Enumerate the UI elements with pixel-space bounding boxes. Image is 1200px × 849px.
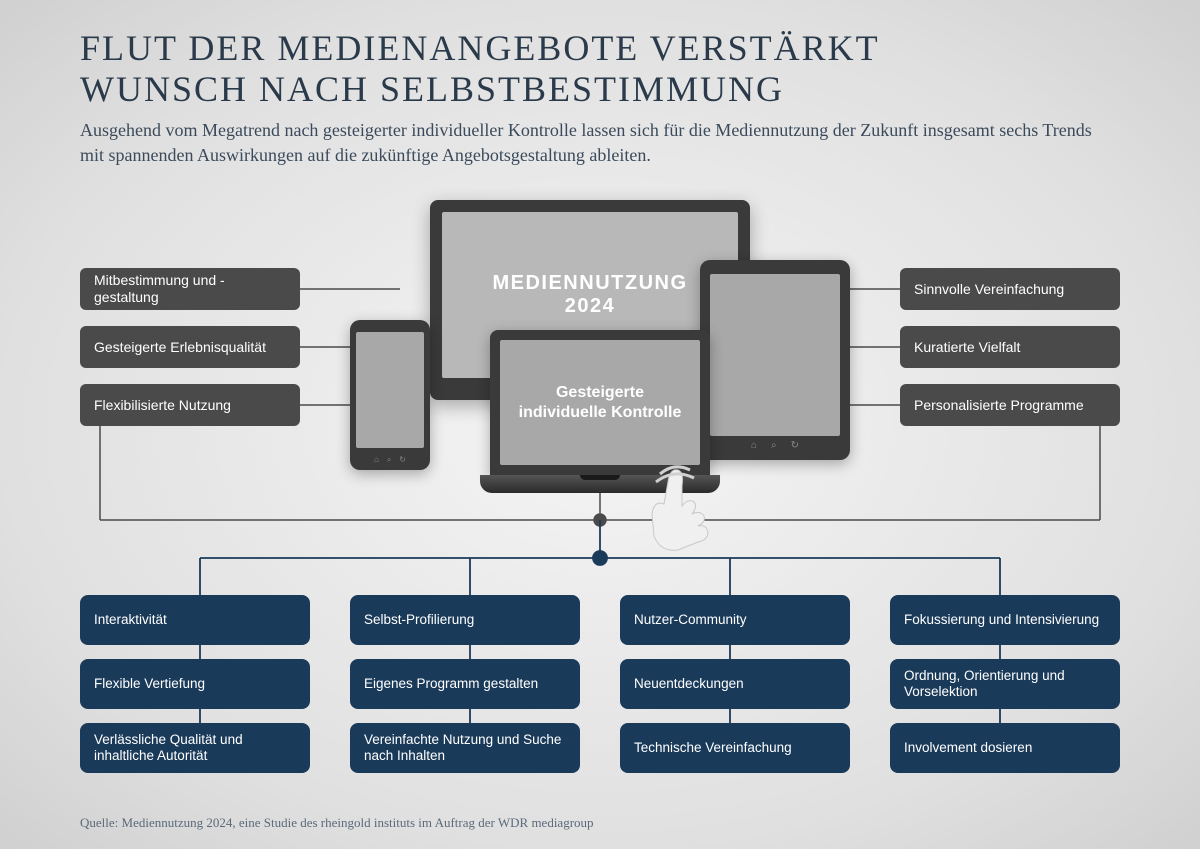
home-icon: ⌂ <box>751 440 757 454</box>
pill-label: Gesteigerte Erlebnisqualität <box>94 339 266 356</box>
pill-label: Involvement dosieren <box>904 740 1032 756</box>
pill-label: Flexible Vertiefung <box>94 676 205 692</box>
monitor-text-line-1: MEDIENNUTZUNG <box>492 272 687 295</box>
subtopic-pill: Selbst-Profilierung <box>350 595 580 645</box>
search-icon: ⌕ <box>771 440 777 454</box>
subtopic-pill: Technische Vereinfachung <box>620 723 850 773</box>
home-icon: ⌂ <box>374 455 379 465</box>
subtopic-pill: Neuentdeckungen <box>620 659 850 709</box>
page-title: FLUT DER MEDIENANGEBOTE VERSTÄRKT WUNSCH… <box>80 28 880 111</box>
pill-label: Flexibilisierte Nutzung <box>94 397 231 414</box>
subtopic-pill: Fokussierung und Intensivierung <box>890 595 1120 645</box>
pill-label: Technische Vereinfachung <box>634 740 792 756</box>
pill-label: Eigenes Programm gestalten <box>364 676 538 692</box>
subtopics-grid: Interaktivität Selbst-Profilierung Nutze… <box>80 595 1120 773</box>
trend-pill-right-2: Kuratierte Vielfalt <box>900 326 1120 368</box>
subtopic-pill: Involvement dosieren <box>890 723 1120 773</box>
subtopic-pill: Verlässliche Qualität und inhaltliche Au… <box>80 723 310 773</box>
pill-label: Personalisierte Programme <box>914 397 1084 414</box>
pill-label: Selbst-Profilierung <box>364 612 474 628</box>
pill-label: Fokussierung und Intensivierung <box>904 612 1099 628</box>
devices-cluster: MEDIENNUTZUNG 2024 ⌂ ⌕ ↻ ⌂ ⌕ ↻ Gesteiger… <box>400 200 800 510</box>
page-subtitle: Ausgehend vom Megatrend nach gesteigerte… <box>80 118 1120 168</box>
subtopic-pill: Eigenes Programm gestalten <box>350 659 580 709</box>
trend-pill-left-2: Gesteigerte Erlebnisqualität <box>80 326 300 368</box>
pill-label: Verlässliche Qualität und inhaltliche Au… <box>94 732 296 764</box>
subtopic-pill: Vereinfachte Nutzung und Suche nach Inha… <box>350 723 580 773</box>
trend-pill-right-3: Personalisierte Programme <box>900 384 1120 426</box>
laptop-text-line-2: individuelle Kontrolle <box>519 403 682 423</box>
laptop-text-line-1: Gesteigerte <box>556 383 644 403</box>
pill-label: Ordnung, Orientierung und Vorselektion <box>904 668 1106 700</box>
pill-label: Vereinfachte Nutzung und Suche nach Inha… <box>364 732 566 764</box>
subtopic-pill: Flexible Vertiefung <box>80 659 310 709</box>
source-citation: Quelle: Mediennutzung 2024, eine Studie … <box>80 815 594 831</box>
title-line-1: FLUT DER MEDIENANGEBOTE VERSTÄRKT <box>80 28 880 68</box>
phone-nav-icons: ⌂ ⌕ ↻ <box>350 455 430 465</box>
pill-label: Nutzer-Community <box>634 612 747 628</box>
trend-pill-right-1: Sinnvolle Vereinfachung <box>900 268 1120 310</box>
pill-label: Kuratierte Vielfalt <box>914 339 1020 356</box>
subtopic-pill: Ordnung, Orientierung und Vorselektion <box>890 659 1120 709</box>
subtopic-pill: Nutzer-Community <box>620 595 850 645</box>
refresh-icon: ↻ <box>399 455 406 465</box>
laptop-icon: Gesteigerte individuelle Kontrolle <box>480 330 720 490</box>
smartphone-icon: ⌂ ⌕ ↻ <box>350 320 430 470</box>
search-icon: ⌕ <box>387 455 391 465</box>
monitor-text-line-2: 2024 <box>565 295 616 318</box>
pill-label: Neuentdeckungen <box>634 676 744 692</box>
trend-pill-left-3: Flexibilisierte Nutzung <box>80 384 300 426</box>
tablet-nav-icons: ⌂ ⌕ ↻ <box>700 440 850 454</box>
title-line-2: WUNSCH NACH SELBSTBESTIMMUNG <box>80 69 784 109</box>
pill-label: Interaktivität <box>94 612 167 628</box>
pill-label: Sinnvolle Vereinfachung <box>914 281 1064 298</box>
subtopic-pill: Interaktivität <box>80 595 310 645</box>
refresh-icon: ↻ <box>791 440 799 454</box>
tablet-icon: ⌂ ⌕ ↻ <box>700 260 850 460</box>
pill-label: Mitbestimmung und -gestaltung <box>94 272 286 306</box>
trend-pill-left-1: Mitbestimmung und -gestaltung <box>80 268 300 310</box>
